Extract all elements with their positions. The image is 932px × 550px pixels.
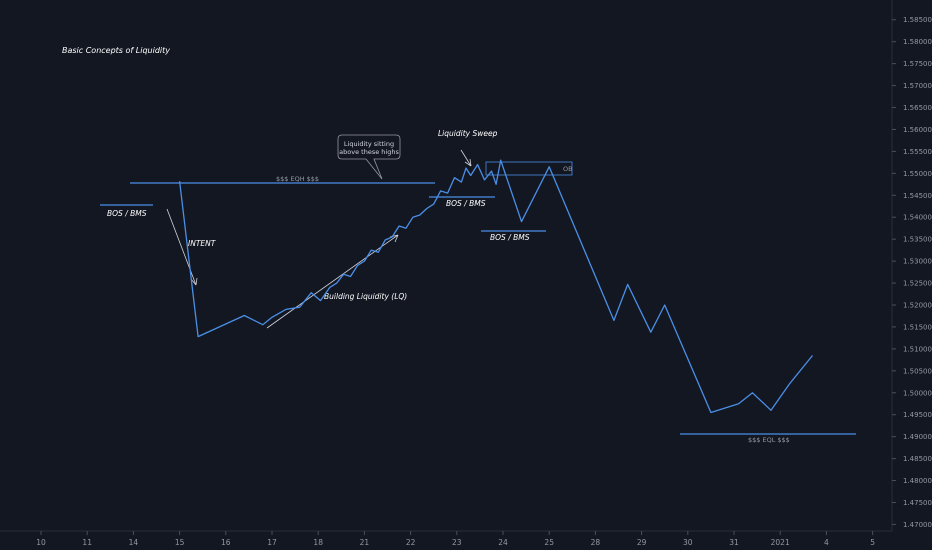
price-tick-label: 1.47500 [903, 499, 932, 507]
price-tick-label: 1.51500 [903, 323, 932, 331]
price-tick-label: 1.58000 [903, 38, 932, 46]
time-tick-label: 22 [406, 538, 416, 547]
time-tick-label: 31 [729, 538, 739, 547]
building-arrow-line [266, 234, 399, 329]
price-tick-label: 1.56500 [903, 104, 932, 112]
time-tick-label: 29 [637, 538, 647, 547]
time-tick-label: 4 [824, 538, 829, 547]
price-tick-label: 1.53500 [903, 236, 932, 244]
bos-label-2: BOS / BMS [446, 199, 486, 208]
time-tick-label: 11 [82, 538, 92, 547]
price-tick-label: 1.57000 [903, 82, 932, 90]
callout-line-1: Liquidity sitting [344, 140, 394, 148]
price-tick-label: 1.58500 [903, 16, 932, 24]
price-tick-label: 1.54000 [903, 214, 932, 222]
chart-title: Basic Concepts of Liquidity [62, 46, 170, 55]
time-tick-label: 5 [870, 538, 875, 547]
price-tick-label: 1.55000 [903, 170, 932, 178]
price-axis[interactable]: 1.58500 1.58000 1.57500 1.57000 1.56500 1.560… [892, 16, 932, 529]
intent-arrow-line [166, 208, 197, 286]
price-tick-label: 1.49000 [903, 433, 932, 441]
callout-bubble[interactable] [337, 134, 401, 180]
building-label: Building Liquidity (LQ) [324, 292, 407, 301]
price-tick-label: 1.47000 [903, 521, 932, 529]
time-tick-label: 30 [683, 538, 693, 547]
price-tick-label: 1.54500 [903, 192, 932, 200]
time-tick-label: 10 [36, 538, 46, 547]
price-tick-label: 1.51000 [903, 345, 932, 353]
time-tick-label: 21 [360, 538, 370, 547]
price-tick-label: 1.56000 [903, 126, 932, 134]
time-tick-label: 24 [498, 538, 508, 547]
price-tick-label: 1.52500 [903, 280, 932, 288]
time-tick-label: 17 [267, 538, 277, 547]
time-tick-label: 14 [129, 538, 139, 547]
time-tick-label: 28 [591, 538, 601, 547]
time-tick-label: 25 [544, 538, 554, 547]
sweep-arrow-head-icon [464, 158, 472, 167]
time-tick-label: 23 [452, 538, 462, 547]
sweep-label: Liquidity Sweep [438, 129, 498, 138]
price-tick-label: 1.48000 [903, 477, 932, 485]
price-tick-label: 1.50000 [903, 389, 932, 397]
eql-label: $$$ EQL $$$ [748, 436, 790, 444]
intent-label: INTENT [188, 239, 217, 248]
time-tick-label: 18 [313, 538, 323, 547]
bos-label-3: BOS / BMS [490, 233, 530, 242]
price-series-line[interactable] [178, 159, 814, 414]
price-tick-label: 1.55500 [903, 148, 932, 156]
price-tick-label: 1.50500 [903, 367, 932, 375]
price-tick-label: 1.53000 [903, 258, 932, 266]
time-tick-label: 15 [175, 538, 185, 547]
time-tick-label: 16 [221, 538, 231, 547]
bos-label-1: BOS / BMS [107, 209, 147, 218]
time-tick-label: 2021 [771, 538, 790, 547]
eqh-label: $$$ EQH $$$ [276, 175, 319, 183]
price-tick-label: 1.52000 [903, 301, 932, 309]
time-axis[interactable]: 10 11 14 15 16 17 18 21 22 23 24 25 28 29 30 31 2021 4 5 [36, 531, 875, 547]
price-tick-label: 1.49500 [903, 411, 932, 419]
price-tick-label: 1.48500 [903, 455, 932, 463]
price-tick-label: 1.57500 [903, 60, 932, 68]
callout-line-2: above these highs [339, 148, 399, 156]
ob-label: OB [563, 165, 573, 173]
order-block-zone[interactable] [485, 161, 573, 176]
sweep-arrow-line [460, 149, 472, 167]
